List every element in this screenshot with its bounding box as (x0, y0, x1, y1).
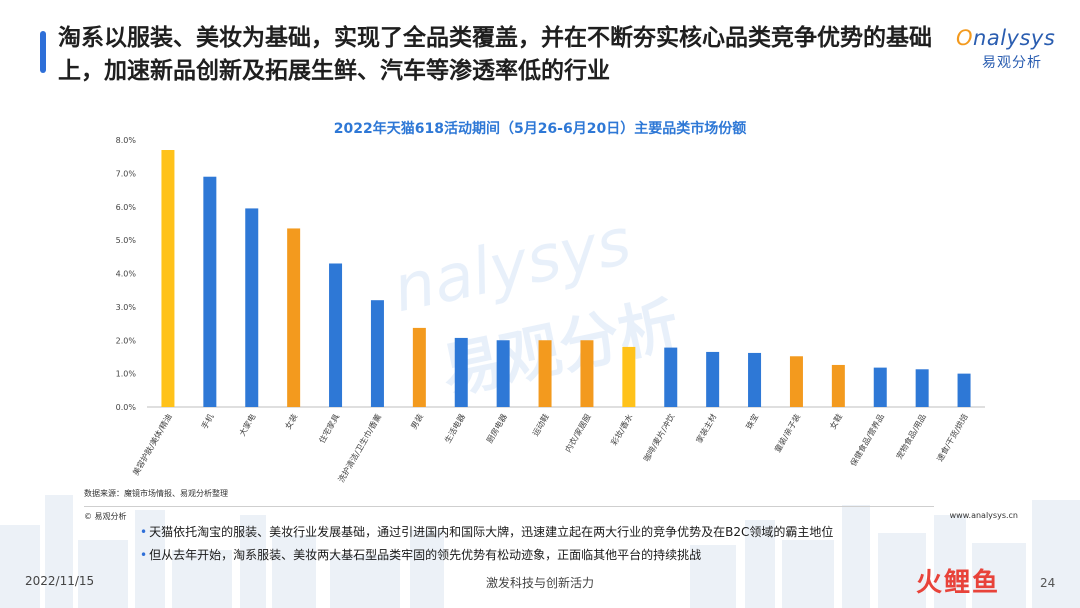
bar (873, 367, 887, 407)
chart-title: 2022年天猫618活动期间（5月26-6月20日）主要品类市场份额 (333, 121, 747, 137)
bar (161, 150, 175, 407)
x-tick-label: 女装 (283, 412, 300, 431)
y-tick-label: 0.0% (116, 403, 137, 412)
source-note: 数据来源：魔镜市场情报、易观分析整理 (84, 489, 228, 498)
x-tick-label: 手机 (199, 412, 216, 431)
x-tick-label: 男装 (408, 412, 425, 431)
bar (329, 263, 343, 407)
x-tick-label: 内衣/家居服 (563, 412, 593, 454)
x-tick-label: 生活电器 (442, 412, 467, 445)
logo-chinese: 易观分析 (982, 55, 1042, 71)
footer-slogan: 激发科技与创新活力 (485, 576, 594, 590)
title-accent-bar (40, 31, 46, 73)
bar (412, 327, 426, 407)
y-axis-ticks: 0.0% 1.0% 2.0% 3.0% 4.0% 5.0% 6.0% 7.0% 8.0% (116, 136, 137, 412)
x-tick-label: 家装主材 (694, 412, 719, 445)
x-tick-label: 住宅家具 (317, 412, 342, 445)
y-tick-label: 6.0% (116, 203, 137, 212)
bullet-item: • 天猫依托淘宝的服装、美妆行业发展基础，通过引进国内和国际大牌，迅速建立起在两大… (140, 521, 833, 544)
y-tick-label: 2.0% (116, 336, 137, 345)
bar (664, 347, 678, 407)
bar (915, 369, 929, 407)
y-tick-label: 7.0% (116, 169, 137, 178)
bullet-list: • 天猫依托淘宝的服装、美妆行业发展基础，通过引进国内和国际大牌，迅速建立起在两大… (140, 521, 833, 567)
bar (538, 340, 552, 407)
bar (831, 364, 845, 407)
x-tick-label: 彩妆/香水 (609, 412, 635, 447)
bar (245, 208, 259, 407)
bar (454, 337, 468, 407)
y-tick-label: 8.0% (116, 136, 137, 145)
analysys-logo: Onalysys 易观分析 (956, 26, 1066, 86)
footer-brand-logo: 火鲤鱼 (916, 568, 1001, 598)
x-tick-label: 运动鞋 (530, 412, 551, 438)
y-tick-label: 3.0% (116, 303, 137, 312)
logo-o-mark: O (956, 26, 974, 50)
page-number: 24 (1040, 576, 1056, 590)
bullet-dot-icon: • (140, 548, 148, 562)
bar (957, 373, 971, 407)
x-tick-label: 童装/亲子装 (772, 412, 802, 454)
bar (706, 351, 720, 407)
x-tick-label: 宠物食品/用品 (894, 412, 928, 461)
bullet-text: 但从去年开始，淘系服装、美妆两大基石型品类牢固的领先优势有松动迹象，正面临其他平… (149, 548, 702, 562)
bar (622, 346, 636, 407)
bars (161, 150, 971, 407)
bullet-text: 天猫依托淘宝的服装、美妆行业发展基础，通过引进国内和国际大牌，迅速建立起在两大行… (149, 525, 834, 539)
y-tick-label: 4.0% (116, 270, 137, 279)
x-tick-label: 大家电 (237, 412, 258, 438)
copyright-text: © 易观分析 (84, 512, 127, 521)
divider-line (84, 506, 934, 507)
bar (496, 340, 510, 407)
x-tick-label: 珠宝 (744, 412, 761, 431)
logo-wordmark: Onalysys (956, 26, 1066, 50)
bar (580, 340, 594, 407)
y-tick-label: 5.0% (116, 236, 137, 245)
bar (789, 356, 803, 407)
bullet-item: • 但从去年开始，淘系服装、美妆两大基石型品类牢固的领先优势有松动迹象，正面临其他… (140, 544, 833, 567)
website-text: www.analysys.cn (949, 511, 1018, 520)
logo-text: nalysys (973, 26, 1056, 50)
x-tick-label: 洗护清洁/卫生巾/香薰 (336, 412, 383, 484)
x-tick-label: 速食/干货/烘焙 (934, 412, 969, 463)
bar (370, 300, 384, 407)
page-headline: 淘系以服装、美妆为基础，实现了全品类覆盖，并在不断夯实核心品类竞争优势的基础上，… (58, 25, 932, 84)
x-tick-label: 美容护肤/美体/精油 (130, 412, 173, 477)
bar (203, 176, 217, 407)
bar (748, 352, 762, 407)
x-tick-label: 保健食品/营养品 (848, 412, 886, 468)
bullet-dot-icon: • (140, 525, 148, 539)
footer-date: 2022/11/15 (25, 574, 95, 588)
x-tick-label: 厨房电器 (484, 412, 509, 445)
x-tick-label: 女鞋 (827, 412, 844, 431)
y-tick-label: 1.0% (116, 370, 137, 379)
x-tick-label: 咖啡/麦片/冲饮 (641, 412, 676, 463)
bar (287, 228, 301, 407)
